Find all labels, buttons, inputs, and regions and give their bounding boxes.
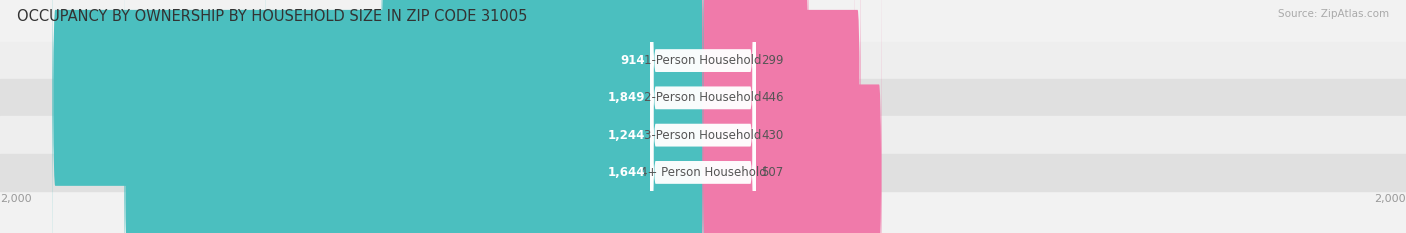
FancyBboxPatch shape bbox=[650, 0, 756, 233]
FancyBboxPatch shape bbox=[650, 0, 756, 233]
Text: 1-Person Household: 1-Person Household bbox=[644, 54, 762, 67]
Text: 430: 430 bbox=[761, 129, 783, 142]
Text: 4+ Person Household: 4+ Person Household bbox=[640, 166, 766, 179]
FancyBboxPatch shape bbox=[703, 0, 860, 233]
Text: 1,849: 1,849 bbox=[607, 91, 645, 104]
Text: 2,000: 2,000 bbox=[1375, 194, 1406, 204]
FancyBboxPatch shape bbox=[264, 0, 704, 233]
Text: 2,000: 2,000 bbox=[0, 194, 31, 204]
FancyBboxPatch shape bbox=[650, 0, 756, 233]
FancyBboxPatch shape bbox=[703, 0, 808, 233]
Text: 1,244: 1,244 bbox=[607, 129, 645, 142]
Text: 914: 914 bbox=[620, 54, 645, 67]
Text: OCCUPANCY BY OWNERSHIP BY HOUSEHOLD SIZE IN ZIP CODE 31005: OCCUPANCY BY OWNERSHIP BY HOUSEHOLD SIZE… bbox=[17, 9, 527, 24]
Text: Source: ZipAtlas.com: Source: ZipAtlas.com bbox=[1278, 9, 1389, 19]
Bar bbox=[0, 79, 1406, 116]
FancyBboxPatch shape bbox=[381, 0, 704, 233]
Text: 299: 299 bbox=[761, 54, 783, 67]
FancyBboxPatch shape bbox=[650, 0, 756, 233]
Text: 507: 507 bbox=[761, 166, 783, 179]
FancyBboxPatch shape bbox=[52, 0, 704, 233]
FancyBboxPatch shape bbox=[703, 0, 882, 233]
Bar bbox=[0, 116, 1406, 154]
FancyBboxPatch shape bbox=[124, 0, 704, 233]
Text: 3-Person Household: 3-Person Household bbox=[644, 129, 762, 142]
FancyBboxPatch shape bbox=[703, 0, 855, 233]
Text: 1,644: 1,644 bbox=[607, 166, 645, 179]
Bar bbox=[0, 42, 1406, 79]
Text: 446: 446 bbox=[761, 91, 783, 104]
Bar bbox=[0, 154, 1406, 191]
Text: 2-Person Household: 2-Person Household bbox=[644, 91, 762, 104]
